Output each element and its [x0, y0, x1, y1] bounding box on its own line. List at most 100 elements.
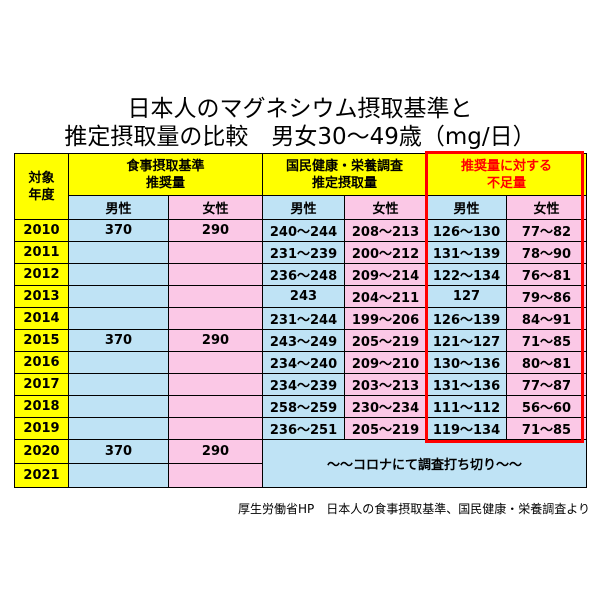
table-row: 2011 231～239 200～212 131～139 78～90: [14, 241, 587, 264]
row-year: 2010: [14, 219, 69, 242]
row-year: 2011: [14, 241, 69, 264]
header-shortfall-female: 女性: [506, 195, 587, 220]
header-survey-female: 女性: [344, 195, 427, 220]
row-year: 2012: [14, 263, 69, 286]
table-row: 2018 258～259 230～234 111～112 56～60: [14, 395, 587, 418]
survey-male: 234～240: [262, 351, 345, 374]
table-row: 2019 236～251 205～219 119～134 71～85: [14, 417, 587, 440]
shortfall-female: 80～81: [506, 351, 587, 374]
row-year: 2015: [14, 329, 69, 352]
std-female: [168, 417, 263, 440]
survey-male: 231～244: [262, 307, 345, 330]
shortfall-female: 71～85: [506, 417, 587, 440]
table-row: 2015 370 290 243～249 205～219 121～127 71～…: [14, 329, 587, 352]
header-year: 対象 年度: [14, 153, 69, 220]
survey-male: 231～239: [262, 241, 345, 264]
shortfall-male: 119～134: [426, 417, 507, 440]
survey-male: 243～249: [262, 329, 345, 352]
survey-female: 209～210: [344, 351, 427, 374]
std-female: [168, 307, 263, 330]
table-row: 2012 236～248 209～214 122～134 76～81: [14, 263, 587, 286]
table-row: 2021: [14, 463, 587, 488]
std-female: [168, 263, 263, 286]
shortfall-male: 111～112: [426, 395, 507, 418]
std-female-2020: 290: [168, 439, 263, 464]
survey-male: 243: [262, 285, 345, 308]
row-year: 2019: [14, 417, 69, 440]
std-female: [168, 241, 263, 264]
shortfall-male: 131～139: [426, 241, 507, 264]
std-male: [68, 373, 169, 396]
header-survey-male: 男性: [262, 195, 345, 220]
table-row: 2014 231～244 199～206 126～139 84～91: [14, 307, 587, 330]
std-female: [168, 373, 263, 396]
std-male: [68, 307, 169, 330]
std-male-2020: 370: [68, 439, 169, 464]
std-male: [68, 351, 169, 374]
survey-male: 240～244: [262, 219, 345, 242]
shortfall-female: 71～85: [506, 329, 587, 352]
magnesium-comparison-table: 対象 年度 食事摂取基準 推奨量 国民健康・栄養調査 推定摂取量 推奨量に対する…: [14, 153, 587, 488]
row-year: 2017: [14, 373, 69, 396]
survey-female: 199～206: [344, 307, 427, 330]
std-male: [68, 395, 169, 418]
survey-female: 200～212: [344, 241, 427, 264]
std-female: 290: [168, 329, 263, 352]
survey-female: 205～219: [344, 329, 427, 352]
row-year: 2014: [14, 307, 69, 330]
shortfall-male: 127: [426, 285, 507, 308]
std-female: 290: [168, 219, 263, 242]
shortfall-male: 121～127: [426, 329, 507, 352]
table-row: 2016 234～240 209～210 130～136 80～81: [14, 351, 587, 374]
shortfall-male: 126～130: [426, 219, 507, 242]
survey-discontinued-note: ～～コロナにて調査打ち切り～～: [262, 439, 587, 488]
row-year: 2018: [14, 395, 69, 418]
shortfall-female: 76～81: [506, 263, 587, 286]
std-female: [168, 395, 263, 418]
header-std-male: 男性: [68, 195, 169, 220]
header-dietary-standard: 食事摂取基準 推奨量: [68, 153, 263, 196]
shortfall-male: 130～136: [426, 351, 507, 374]
survey-female: 205～219: [344, 417, 427, 440]
header-shortfall-male: 男性: [426, 195, 507, 220]
shortfall-male: 122～134: [426, 263, 507, 286]
std-male: 370: [68, 329, 169, 352]
shortfall-female: 84～91: [506, 307, 587, 330]
survey-female: 203～213: [344, 373, 427, 396]
survey-male: 236～251: [262, 417, 345, 440]
std-male: [68, 241, 169, 264]
shortfall-female: 77～87: [506, 373, 587, 396]
shortfall-female: 56～60: [506, 395, 587, 418]
row-year-2021: 2021: [14, 463, 69, 488]
survey-female: 204～211: [344, 285, 427, 308]
shortfall-female: 78～90: [506, 241, 587, 264]
row-year: 2013: [14, 285, 69, 308]
header-std-female: 女性: [168, 195, 263, 220]
survey-female: 208～213: [344, 219, 427, 242]
row-year: 2016: [14, 351, 69, 374]
header-shortfall: 推奨量に対する 不足量: [426, 153, 587, 196]
title-line-2: 推定摂取量の比較 男女30～49歳（mg/日）: [64, 124, 536, 150]
header-survey-intake: 国民健康・栄養調査 推定摂取量: [262, 153, 427, 196]
table-row: 2010 370 290 240～244 208～213 126～130 77～…: [14, 219, 587, 242]
survey-female: 209～214: [344, 263, 427, 286]
survey-male: 234～239: [262, 373, 345, 396]
std-male: [68, 263, 169, 286]
std-male: [68, 417, 169, 440]
std-male-2021: [68, 463, 169, 488]
survey-female: 230～234: [344, 395, 427, 418]
std-male: 370: [68, 219, 169, 242]
shortfall-female: 79～86: [506, 285, 587, 308]
source-citation: 厚生労働省HP 日本人の食事摂取基準、国民健康・栄養調査より: [237, 502, 590, 516]
survey-male: 236～248: [262, 263, 345, 286]
title-line-1: 日本人のマグネシウム摂取基準と: [127, 96, 473, 122]
shortfall-male: 131～136: [426, 373, 507, 396]
survey-male: 258～259: [262, 395, 345, 418]
std-female: [168, 285, 263, 308]
shortfall-female: 77～82: [506, 219, 587, 242]
std-female: [168, 351, 263, 374]
table-row: 2013 243 204～211 127 79～86: [14, 285, 587, 308]
table-row: 2020 370 290 ～～コロナにて調査打ち切り～～: [14, 439, 587, 488]
shortfall-male: 126～139: [426, 307, 507, 330]
std-female-2021: [168, 463, 263, 488]
